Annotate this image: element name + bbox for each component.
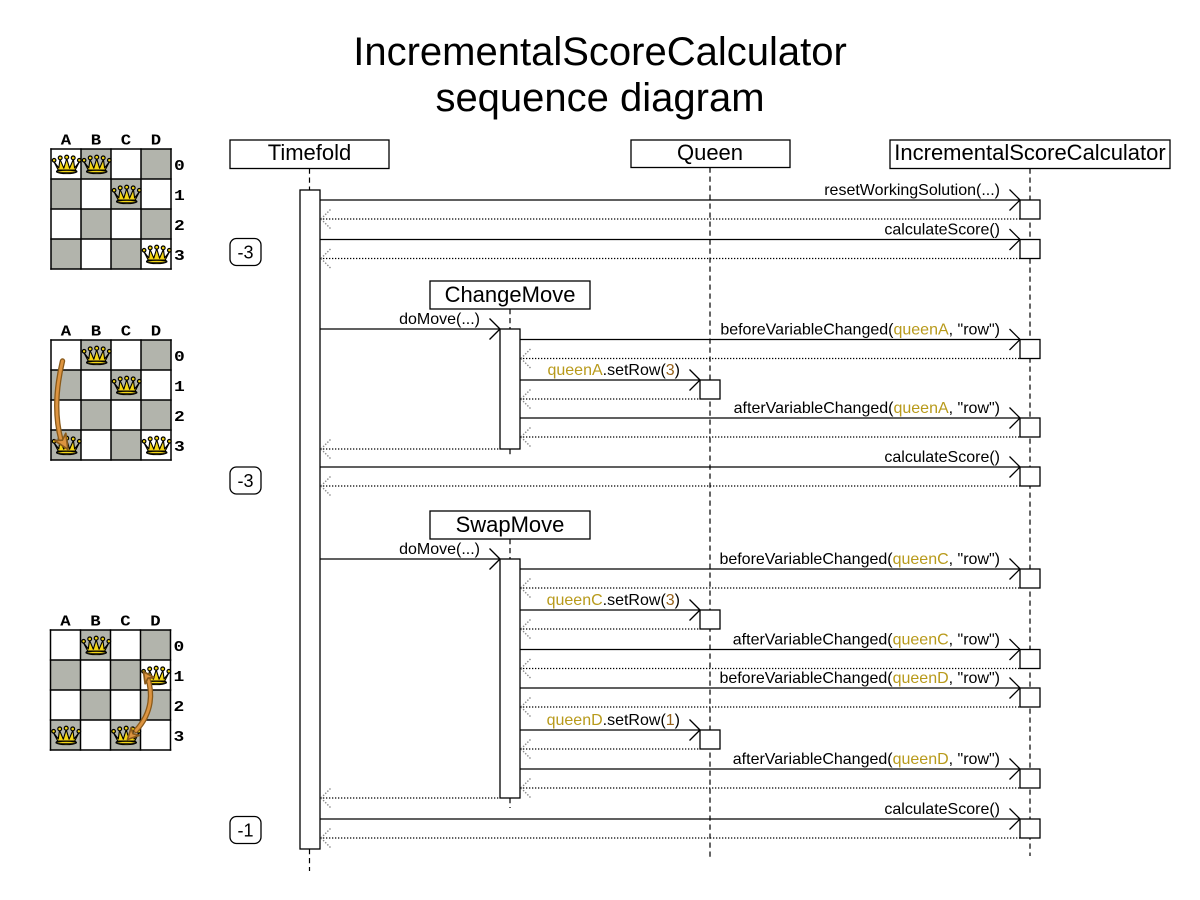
svg-text:3: 3 <box>174 248 185 265</box>
svg-text:Queen: Queen <box>677 140 743 165</box>
svg-text:sequence diagram: sequence diagram <box>435 76 764 120</box>
svg-text:C: C <box>121 323 131 340</box>
svg-text:D: D <box>151 132 161 149</box>
svg-text:2: 2 <box>174 409 185 426</box>
svg-text:SwapMove: SwapMove <box>456 512 565 537</box>
svg-text:3: 3 <box>174 439 185 456</box>
svg-text:doMove(...): doMove(...) <box>399 311 480 328</box>
svg-text:1: 1 <box>174 188 185 205</box>
svg-text:2: 2 <box>174 218 185 235</box>
svg-text:B: B <box>91 132 101 149</box>
svg-text:resetWorkingSolution(...): resetWorkingSolution(...) <box>824 182 1000 199</box>
svg-text:ChangeMove: ChangeMove <box>445 282 576 307</box>
svg-text:C: C <box>120 613 130 630</box>
svg-text:0: 0 <box>174 158 185 175</box>
svg-text:D: D <box>151 323 161 340</box>
svg-text:-3: -3 <box>237 471 253 491</box>
svg-text:IncrementalScoreCalculator: IncrementalScoreCalculator <box>353 30 847 74</box>
svg-text:queenD.setRow(1): queenD.setRow(1) <box>547 712 680 729</box>
svg-text:afterVariableChanged(queenD, ": afterVariableChanged(queenD, "row") <box>733 751 1000 768</box>
svg-text:B: B <box>90 613 100 630</box>
svg-text:1: 1 <box>174 379 185 396</box>
svg-text:-1: -1 <box>237 821 253 841</box>
svg-text:afterVariableChanged(queenA, ": afterVariableChanged(queenA, "row") <box>734 400 1000 417</box>
svg-text:IncrementalScoreCalculator: IncrementalScoreCalculator <box>894 140 1165 165</box>
svg-text:afterVariableChanged(queenC, ": afterVariableChanged(queenC, "row") <box>733 632 1000 649</box>
svg-text:queenC.setRow(3): queenC.setRow(3) <box>547 592 680 609</box>
svg-text:1: 1 <box>174 669 185 686</box>
svg-text:A: A <box>61 323 71 340</box>
svg-text:A: A <box>61 132 71 149</box>
svg-text:-3: -3 <box>237 243 253 263</box>
svg-text:Timefold: Timefold <box>268 140 352 165</box>
svg-text:doMove(...): doMove(...) <box>399 541 480 558</box>
svg-text:calculateScore(): calculateScore() <box>884 449 1000 466</box>
svg-text:C: C <box>121 132 131 149</box>
svg-text:beforeVariableChanged(queenA,: beforeVariableChanged(queenA, "row") <box>720 322 1000 339</box>
svg-text:A: A <box>60 613 70 630</box>
svg-text:beforeVariableChanged(queenC,: beforeVariableChanged(queenC, "row") <box>719 551 1000 568</box>
svg-text:3: 3 <box>174 729 185 746</box>
svg-text:D: D <box>150 613 160 630</box>
svg-text:queenA.setRow(3): queenA.setRow(3) <box>547 362 680 379</box>
svg-text:2: 2 <box>174 699 185 716</box>
svg-text:calculateScore(): calculateScore() <box>884 801 1000 818</box>
svg-text:0: 0 <box>174 349 185 366</box>
svg-text:B: B <box>91 323 101 340</box>
svg-text:0: 0 <box>174 639 185 656</box>
svg-text:calculateScore(): calculateScore() <box>884 222 1000 239</box>
svg-text:beforeVariableChanged(queenD,: beforeVariableChanged(queenD, "row") <box>719 670 1000 687</box>
